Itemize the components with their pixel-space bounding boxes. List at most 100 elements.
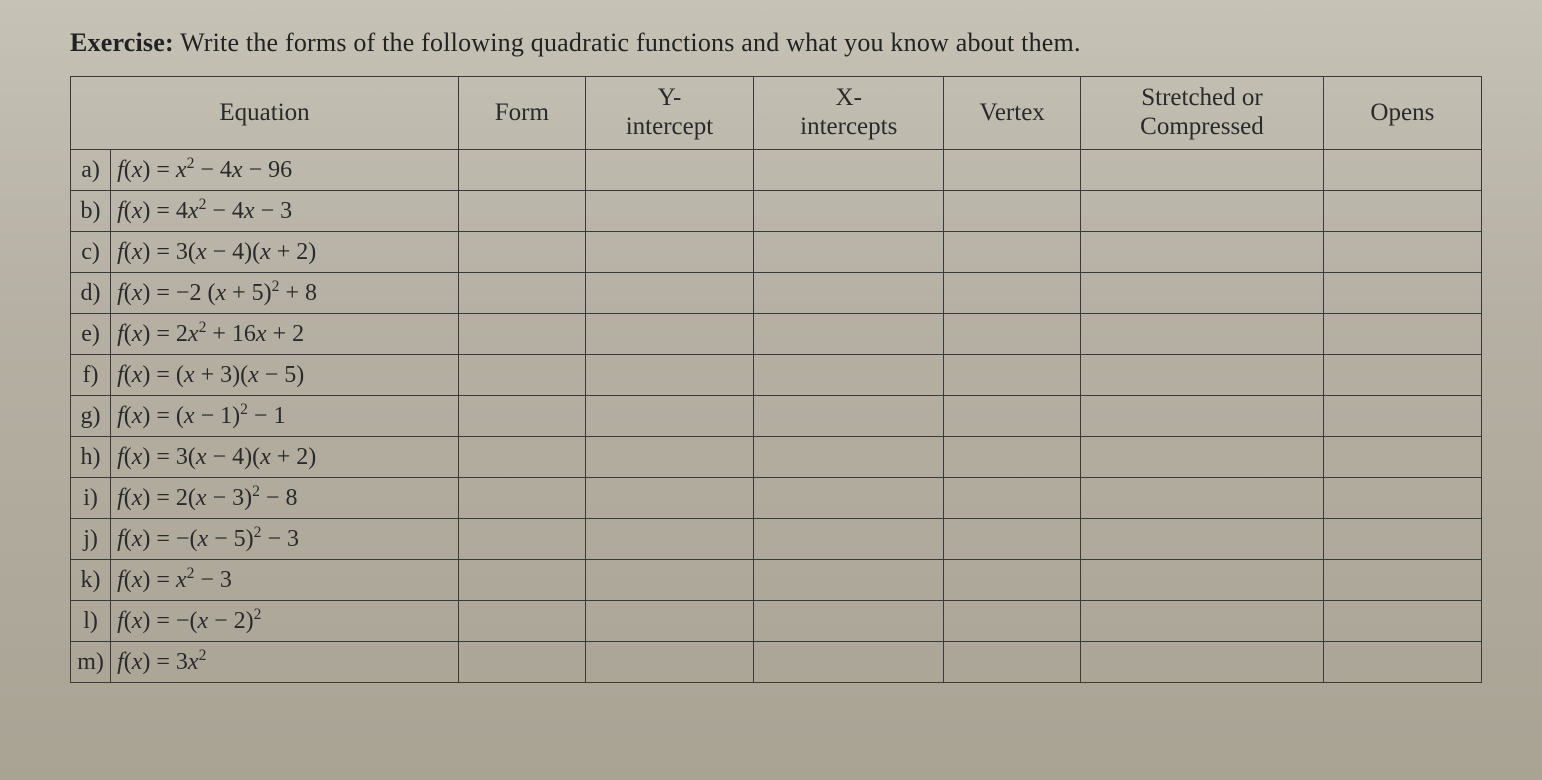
cell-stretched[interactable] xyxy=(1081,150,1324,191)
cell-y-intercept[interactable] xyxy=(585,314,754,355)
cell-opens[interactable] xyxy=(1323,232,1481,273)
col-equation: Equation xyxy=(71,77,459,150)
cell-opens[interactable] xyxy=(1323,601,1481,642)
row-equation: f(x) = 2(x − 3)2 − 8 xyxy=(111,478,459,519)
cell-form[interactable] xyxy=(459,519,586,560)
cell-form[interactable] xyxy=(459,232,586,273)
cell-form[interactable] xyxy=(459,478,586,519)
cell-vertex[interactable] xyxy=(944,642,1081,683)
cell-stretched[interactable] xyxy=(1081,560,1324,601)
cell-y-intercept[interactable] xyxy=(585,355,754,396)
cell-form[interactable] xyxy=(459,355,586,396)
cell-x-intercepts[interactable] xyxy=(754,478,944,519)
cell-y-intercept[interactable] xyxy=(585,601,754,642)
row-equation: f(x) = x2 − 3 xyxy=(111,560,459,601)
cell-form[interactable] xyxy=(459,150,586,191)
cell-y-intercept[interactable] xyxy=(585,519,754,560)
cell-x-intercepts[interactable] xyxy=(754,191,944,232)
cell-x-intercepts[interactable] xyxy=(754,642,944,683)
row-letter: m) xyxy=(71,642,111,683)
col-y-intercept-l2: intercept xyxy=(626,113,713,140)
cell-opens[interactable] xyxy=(1323,150,1481,191)
cell-y-intercept[interactable] xyxy=(585,273,754,314)
cell-vertex[interactable] xyxy=(944,355,1081,396)
cell-vertex[interactable] xyxy=(944,191,1081,232)
row-letter: k) xyxy=(71,560,111,601)
cell-opens[interactable] xyxy=(1323,314,1481,355)
cell-vertex[interactable] xyxy=(944,478,1081,519)
cell-form[interactable] xyxy=(459,396,586,437)
table-row: g)f(x) = (x − 1)2 − 1 xyxy=(71,396,1482,437)
cell-y-intercept[interactable] xyxy=(585,642,754,683)
cell-stretched[interactable] xyxy=(1081,232,1324,273)
table-row: d)f(x) = −2 (x + 5)2 + 8 xyxy=(71,273,1482,314)
cell-stretched[interactable] xyxy=(1081,642,1324,683)
row-equation: f(x) = 3(x − 4)(x + 2) xyxy=(111,437,459,478)
cell-stretched[interactable] xyxy=(1081,478,1324,519)
cell-y-intercept[interactable] xyxy=(585,191,754,232)
cell-x-intercepts[interactable] xyxy=(754,314,944,355)
cell-x-intercepts[interactable] xyxy=(754,560,944,601)
table-row: k)f(x) = x2 − 3 xyxy=(71,560,1482,601)
cell-y-intercept[interactable] xyxy=(585,232,754,273)
cell-form[interactable] xyxy=(459,560,586,601)
cell-vertex[interactable] xyxy=(944,314,1081,355)
worksheet-page: Exercise: Write the forms of the followi… xyxy=(0,0,1542,780)
cell-vertex[interactable] xyxy=(944,232,1081,273)
cell-form[interactable] xyxy=(459,437,586,478)
cell-y-intercept[interactable] xyxy=(585,396,754,437)
cell-x-intercepts[interactable] xyxy=(754,355,944,396)
cell-stretched[interactable] xyxy=(1081,191,1324,232)
cell-vertex[interactable] xyxy=(944,273,1081,314)
table-row: a)f(x) = x2 − 4x − 96 xyxy=(71,150,1482,191)
cell-stretched[interactable] xyxy=(1081,437,1324,478)
cell-y-intercept[interactable] xyxy=(585,150,754,191)
row-equation: f(x) = 3(x − 4)(x + 2) xyxy=(111,232,459,273)
cell-opens[interactable] xyxy=(1323,396,1481,437)
cell-y-intercept[interactable] xyxy=(585,437,754,478)
cell-form[interactable] xyxy=(459,273,586,314)
cell-vertex[interactable] xyxy=(944,519,1081,560)
row-letter: l) xyxy=(71,601,111,642)
cell-opens[interactable] xyxy=(1323,355,1481,396)
row-equation: f(x) = 3x2 xyxy=(111,642,459,683)
cell-opens[interactable] xyxy=(1323,273,1481,314)
cell-y-intercept[interactable] xyxy=(585,478,754,519)
cell-opens[interactable] xyxy=(1323,437,1481,478)
cell-x-intercepts[interactable] xyxy=(754,273,944,314)
cell-x-intercepts[interactable] xyxy=(754,232,944,273)
cell-stretched[interactable] xyxy=(1081,314,1324,355)
cell-stretched[interactable] xyxy=(1081,273,1324,314)
row-letter: b) xyxy=(71,191,111,232)
cell-stretched[interactable] xyxy=(1081,355,1324,396)
exercise-text: Write the forms of the following quadrat… xyxy=(174,28,1081,57)
cell-opens[interactable] xyxy=(1323,560,1481,601)
row-letter: g) xyxy=(71,396,111,437)
cell-opens[interactable] xyxy=(1323,519,1481,560)
col-vertex: Vertex xyxy=(944,77,1081,150)
cell-stretched[interactable] xyxy=(1081,396,1324,437)
col-opens: Opens xyxy=(1323,77,1481,150)
cell-x-intercepts[interactable] xyxy=(754,519,944,560)
cell-x-intercepts[interactable] xyxy=(754,396,944,437)
cell-stretched[interactable] xyxy=(1081,519,1324,560)
cell-vertex[interactable] xyxy=(944,396,1081,437)
cell-vertex[interactable] xyxy=(944,150,1081,191)
cell-vertex[interactable] xyxy=(944,437,1081,478)
cell-vertex[interactable] xyxy=(944,560,1081,601)
cell-y-intercept[interactable] xyxy=(585,560,754,601)
table-row: i)f(x) = 2(x − 3)2 − 8 xyxy=(71,478,1482,519)
cell-x-intercepts[interactable] xyxy=(754,150,944,191)
cell-form[interactable] xyxy=(459,642,586,683)
cell-form[interactable] xyxy=(459,314,586,355)
cell-x-intercepts[interactable] xyxy=(754,437,944,478)
cell-opens[interactable] xyxy=(1323,642,1481,683)
cell-form[interactable] xyxy=(459,601,586,642)
cell-form[interactable] xyxy=(459,191,586,232)
cell-opens[interactable] xyxy=(1323,191,1481,232)
cell-x-intercepts[interactable] xyxy=(754,601,944,642)
cell-opens[interactable] xyxy=(1323,478,1481,519)
row-equation: f(x) = 2x2 + 16x + 2 xyxy=(111,314,459,355)
cell-stretched[interactable] xyxy=(1081,601,1324,642)
cell-vertex[interactable] xyxy=(944,601,1081,642)
